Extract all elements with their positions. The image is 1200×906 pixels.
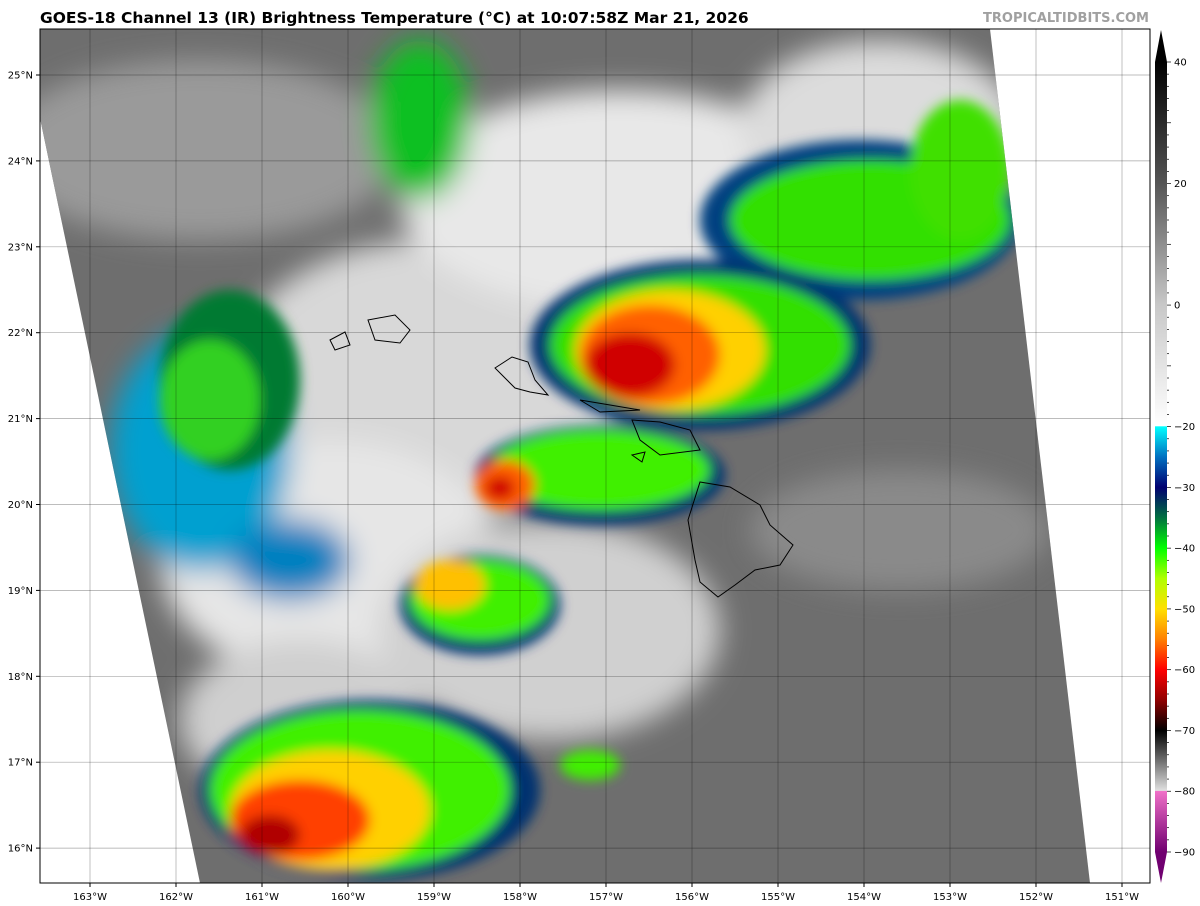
colorbar-max-arrow bbox=[1155, 30, 1167, 62]
lat-tick-label: 18°N bbox=[8, 672, 33, 683]
lat-tick-label: 20°N bbox=[8, 500, 33, 511]
colorbar-tick-label: −20 bbox=[1174, 422, 1195, 433]
lat-tick-label: 22°N bbox=[8, 328, 33, 339]
colorbar-tick-label: 0 bbox=[1174, 301, 1180, 312]
lat-tick-label: 24°N bbox=[8, 156, 33, 167]
latitude-axis: 25°N 24°N 23°N 22°N 21°N 20°N 19°N 18°N 17°N 16°N bbox=[8, 71, 40, 855]
lon-tick-label: 151°W bbox=[1105, 892, 1139, 903]
oahu-coastline bbox=[494, 356, 550, 396]
lon-tick-label: 160°W bbox=[331, 892, 365, 903]
lon-tick-label: 152°W bbox=[1019, 892, 1053, 903]
colorbar: 40 20 0 −20 −30 −40 −50 −60 −70 −80 −90 bbox=[1155, 30, 1195, 883]
lat-tick-label: 23°N bbox=[8, 242, 33, 253]
map-frame bbox=[39, 28, 1151, 884]
lon-tick-label: 154°W bbox=[847, 892, 881, 903]
colorbar-tick-label: −70 bbox=[1174, 726, 1195, 737]
lon-tick-label: 155°W bbox=[761, 892, 795, 903]
colorbar-tick-label: −50 bbox=[1174, 604, 1195, 615]
map-title: GOES-18 Channel 13 (IR) Brightness Tempe… bbox=[40, 9, 749, 27]
lon-tick-label: 163°W bbox=[73, 892, 107, 903]
lon-tick-label: 156°W bbox=[675, 892, 709, 903]
lon-tick-label: 157°W bbox=[589, 892, 623, 903]
lat-tick-label: 25°N bbox=[8, 71, 33, 82]
lon-tick-label: 153°W bbox=[933, 892, 967, 903]
gridlines bbox=[40, 29, 1150, 883]
watermark: TROPICALTIDBITS.COM bbox=[983, 11, 1149, 26]
colorbar-min-arrow bbox=[1155, 852, 1167, 883]
imagery bbox=[40, 29, 1090, 883]
colorbar-tick-label: −90 bbox=[1174, 848, 1195, 859]
colorbar-tick-label: −30 bbox=[1174, 483, 1195, 494]
kauai-coastline bbox=[329, 314, 411, 351]
lon-tick-label: 162°W bbox=[159, 892, 193, 903]
maui-coastline bbox=[579, 399, 701, 463]
lat-tick-label: 21°N bbox=[8, 414, 33, 425]
lat-tick-label: 19°N bbox=[8, 586, 33, 597]
colorbar-tick-label: −60 bbox=[1174, 665, 1195, 676]
colorbar-tick-label: 40 bbox=[1174, 58, 1187, 69]
lon-tick-label: 161°W bbox=[245, 892, 279, 903]
lat-tick-label: 17°N bbox=[8, 758, 33, 769]
lon-tick-label: 158°W bbox=[503, 892, 537, 903]
coastlines bbox=[329, 314, 794, 598]
colorbar-tick-label: −80 bbox=[1174, 787, 1195, 798]
big-island-coastline bbox=[687, 481, 794, 598]
lon-tick-label: 159°W bbox=[417, 892, 451, 903]
colorbar-tick-label: 20 bbox=[1174, 179, 1187, 190]
colorbar-tick-label: −40 bbox=[1174, 544, 1195, 555]
longitude-axis: 163°W 162°W 161°W 160°W 159°W 158°W 157°W 156°W… bbox=[73, 883, 1139, 903]
colorbar-gradient bbox=[1155, 62, 1167, 852]
lat-tick-label: 16°N bbox=[8, 844, 33, 855]
